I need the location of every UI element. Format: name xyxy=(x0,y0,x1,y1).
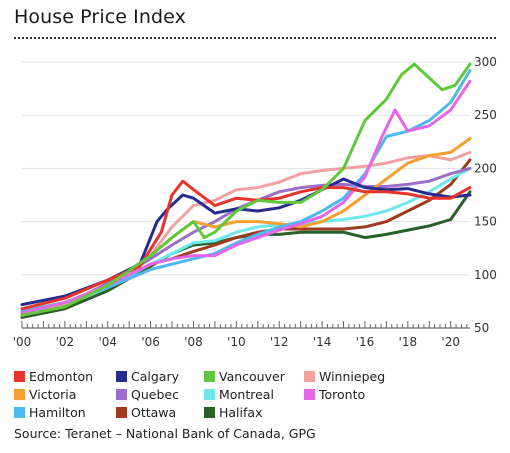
legend-label: Victoria xyxy=(29,387,77,402)
x-tick-label: '04 xyxy=(98,335,117,349)
y-tick-label: 300 xyxy=(474,55,497,69)
x-tick-label: '14 xyxy=(313,335,332,349)
legend-swatch xyxy=(116,407,127,418)
x-tick-label: '12 xyxy=(270,335,289,349)
x-tick-label: '02 xyxy=(56,335,75,349)
x-tick-label: '06 xyxy=(141,335,160,349)
legend-swatch xyxy=(14,407,25,418)
legend-swatch xyxy=(14,371,25,382)
legend-item-hamilton: Hamilton xyxy=(14,405,86,421)
legend-label: Ottawa xyxy=(131,405,177,420)
legend-item-ottawa: Ottawa xyxy=(116,405,176,421)
legend-label: Edmonton xyxy=(29,369,94,384)
legend-swatch xyxy=(304,371,315,382)
legend-item-halifax: Halifax xyxy=(204,405,262,421)
title-divider xyxy=(14,37,496,39)
series-line-vancouver xyxy=(20,62,472,317)
legend-label: Calgary xyxy=(131,369,179,384)
legend-swatch xyxy=(14,389,25,400)
legend-item-calgary: Calgary xyxy=(116,369,179,385)
series-line-calgary xyxy=(20,177,472,307)
x-tick-label: '20 xyxy=(441,335,460,349)
x-tick-label: '10 xyxy=(227,335,246,349)
y-tick-label: 250 xyxy=(474,108,497,122)
legend-item-quebec: Quebec xyxy=(116,387,179,403)
legend-swatch xyxy=(204,389,215,400)
legend-swatch xyxy=(304,389,315,400)
legend-item-winniepeg: Winniepeg xyxy=(304,369,385,385)
series-lines xyxy=(20,62,472,319)
legend-swatch xyxy=(116,371,127,382)
source-note: Source: Teranet – National Bank of Canad… xyxy=(14,426,316,441)
legend-item-edmonton: Edmonton xyxy=(14,369,93,385)
axes: 50 100 150 200 250 300 '00 '02 '04 '06 '08 '10 '12 '1… xyxy=(13,55,497,349)
y-tick-label: 100 xyxy=(474,268,497,282)
x-tick-label: '08 xyxy=(184,335,203,349)
chart-title: House Price Index xyxy=(14,6,186,28)
legend-item-victoria: Victoria xyxy=(14,387,76,403)
legend-label: Toronto xyxy=(319,387,366,402)
series-line-edmonton xyxy=(20,179,472,311)
legend-item-toronto: Toronto xyxy=(304,387,365,403)
legend-swatch xyxy=(116,389,127,400)
legend-label: Montreal xyxy=(219,387,274,402)
y-tick-label: 50 xyxy=(474,321,489,335)
legend-swatch xyxy=(204,371,215,382)
legend-label: Winniepeg xyxy=(319,369,386,384)
y-tick-label: 150 xyxy=(474,215,497,229)
series-line-halifax xyxy=(20,190,472,319)
grid-lines xyxy=(22,61,470,276)
legend-label: Quebec xyxy=(131,387,179,402)
y-tick-label: 200 xyxy=(474,161,497,175)
legend-item-montreal: Montreal xyxy=(204,387,274,403)
series-line-winniepeg xyxy=(20,150,472,316)
x-tick-label: '16 xyxy=(356,335,375,349)
legend-label: Halifax xyxy=(219,405,263,420)
series-line-toronto xyxy=(20,79,472,315)
x-tick-label: '00 xyxy=(13,335,32,349)
legend-swatch xyxy=(204,407,215,418)
series-line-quebec xyxy=(20,166,472,316)
legend-label: Hamilton xyxy=(29,405,86,420)
legend-item-vancouver: Vancouver xyxy=(204,369,285,385)
legend-label: Vancouver xyxy=(219,369,285,384)
x-tick-label: '18 xyxy=(399,335,418,349)
